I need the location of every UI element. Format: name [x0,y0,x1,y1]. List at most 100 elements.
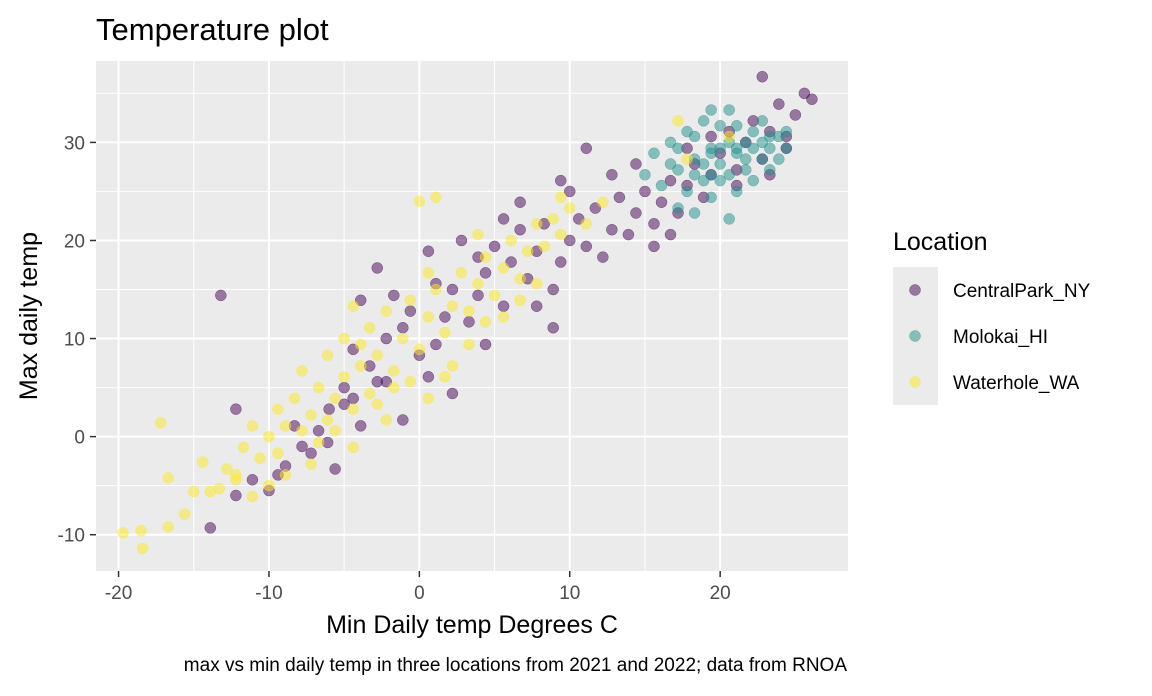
scatter-point [681,185,693,198]
scatter-point [705,104,717,116]
scatter-point [714,158,726,170]
y-tick-label: 20 [64,231,85,252]
scatter-point [730,119,743,132]
scatter-point [371,262,383,274]
scatter-point [305,447,317,460]
scatter-point [455,267,468,279]
scatter-point [547,322,559,334]
scatter-point [530,300,543,312]
data-points [117,70,818,555]
scatter-point [279,420,292,432]
scatter-point [664,158,677,170]
scatter-point [554,174,567,187]
scatter-point [188,485,200,498]
x-tick-label: 20 [710,583,731,604]
legend-item-label: Waterhole_WA [953,373,1080,394]
scatter-point [446,387,459,400]
scatter-point [730,142,743,155]
scatter-point [688,130,701,143]
scatter-point [780,125,793,138]
scatter-point [279,469,292,481]
scatter-point [597,196,609,208]
scatter-point [329,425,341,437]
scatter-point [204,522,217,534]
scatter-point [312,381,325,394]
scatter-point [463,316,475,328]
scatter-point [479,338,492,351]
scatter-point [705,130,717,143]
scatter-point [747,174,759,187]
scatter-point [422,392,435,405]
y-tick-label: 0 [74,428,85,449]
x-axis-label: Min Daily temp Degrees C [326,611,618,639]
scatter-point [564,202,576,214]
scatter-point [655,196,668,208]
legend-key [909,376,921,388]
scatter-point [648,218,660,230]
scatter-point [497,262,510,274]
scatter-point [363,322,376,334]
scatter-point [580,240,593,253]
scatter-point [547,283,559,296]
scatter-point [630,207,642,219]
scatter-point [312,425,325,437]
scatter-point [422,371,435,383]
scatter-point [597,251,609,263]
scatter-point [514,196,526,208]
legend-key [909,284,921,296]
scatter-point [688,169,701,181]
scatter-point [404,305,417,317]
legend-item-label: Molokai_HI [953,327,1048,348]
scatter-point [580,142,593,155]
scatter-point [354,360,367,372]
scatter-point [296,425,308,437]
scatter-point [371,349,383,361]
scatter-point [497,311,510,323]
scatter-point [497,213,510,225]
scatter-point [580,218,593,230]
scatter-point [321,414,334,426]
x-tick-label: -20 [105,583,132,604]
scatter-point [439,371,451,383]
scatter-point [723,130,735,143]
scatter-point [639,169,651,181]
scatter-point [338,398,350,411]
scatter-point [530,277,543,290]
scatter-point [404,294,417,307]
scatter-point [705,169,717,181]
scatter-point [380,414,393,426]
scatter-point [564,185,576,198]
scatter-point [505,234,517,247]
scatter-point [723,213,735,225]
scatter-point [463,305,475,317]
legend-items: CentralPark_NY Molokai_HI Waterhole_WA [909,281,1091,394]
scatter-point [688,207,701,219]
scatter-point [162,472,174,484]
scatter-point [178,508,191,520]
scatter-point [221,463,233,475]
scatter-point [672,115,684,127]
scatter-point [296,440,308,453]
scatter-point [439,326,451,339]
scatter-point [323,403,335,415]
scatter-point [705,147,717,159]
scatter-point [538,240,550,253]
scatter-point [739,153,752,165]
scatter-point [347,300,359,312]
scatter-point [664,228,677,241]
scatter-point [388,381,400,394]
scatter-point [514,272,526,285]
scatter-point [263,479,275,492]
y-tick-label: 10 [64,330,85,351]
scatter-point [380,305,393,317]
scatter-point [521,245,534,258]
legend-item-label: CentralPark_NY [953,281,1091,302]
scatter-point [197,456,209,468]
scatter-point [739,164,752,176]
scatter-point [237,441,250,454]
scatter-point [472,277,484,290]
scatter-point [648,240,660,253]
scatter-point [404,375,417,388]
scatter-point [613,191,626,204]
